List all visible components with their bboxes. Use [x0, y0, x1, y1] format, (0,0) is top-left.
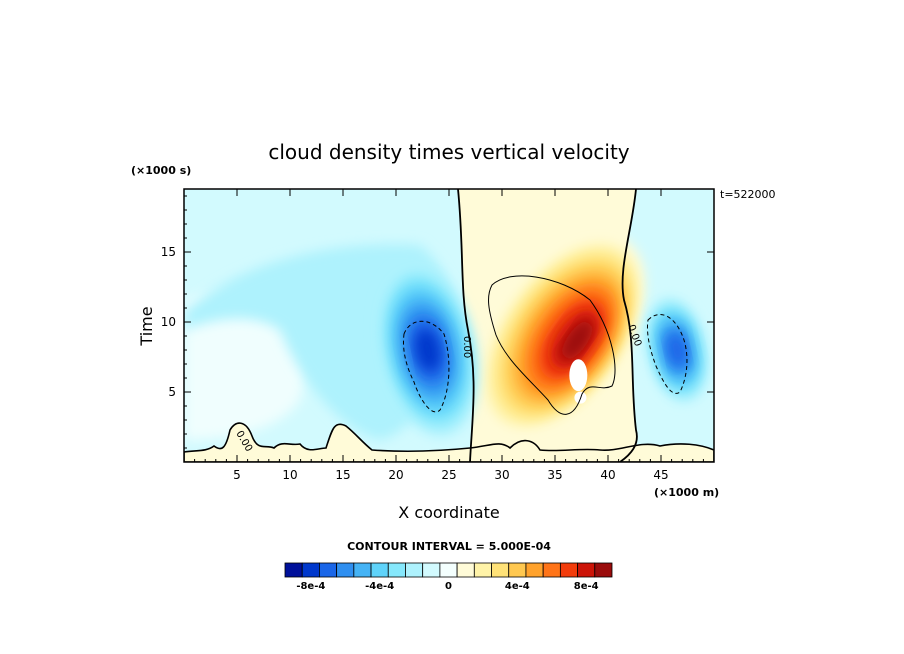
- colorbar-swatch: [542, 562, 561, 578]
- downdraft-level: [666, 333, 688, 367]
- colorbar-swatch: [405, 562, 424, 578]
- colorbar-swatch: [559, 562, 578, 578]
- colorbar-swatch: [422, 562, 441, 578]
- y-axis-label: Time: [137, 306, 156, 346]
- y-tick-label: 15: [161, 245, 176, 259]
- x-tick-label: 10: [282, 468, 297, 482]
- updraft-peak-void: [569, 359, 588, 392]
- y-unit-label: (×1000 s): [131, 164, 191, 177]
- updraft-level: [562, 320, 593, 360]
- colorbar-swatch: [594, 562, 613, 578]
- colorbar-swatch: [491, 562, 510, 578]
- time-annotation: t=522000: [720, 188, 776, 201]
- negative-contour-right: [647, 314, 688, 394]
- downdraft-level: [415, 329, 441, 371]
- colorbar-swatch: [508, 562, 527, 578]
- colorbar-swatch: [284, 562, 303, 578]
- x-tick-label: 20: [388, 468, 403, 482]
- surface-contours: 0.00: [184, 422, 714, 462]
- colorbar-swatch: [456, 562, 475, 578]
- heatmap-layers: [377, 233, 708, 437]
- x-tick-label: 5: [233, 468, 241, 482]
- x-tick-label: 25: [441, 468, 456, 482]
- contour-interval-text: CONTOUR INTERVAL = 5.000E-04: [347, 540, 551, 553]
- colorbar-tick-label: -8e-4: [296, 581, 325, 592]
- x-tick-label: 30: [494, 468, 509, 482]
- axis-ticks: 5 10 15 20 25 30 35 40 45 5 10 15: [161, 189, 714, 482]
- colorbar-tick-label: -4e-4: [365, 581, 394, 592]
- colorbar-swatch: [301, 562, 320, 578]
- colorbar-swatch: [353, 562, 372, 578]
- y-tick-label: 10: [161, 315, 176, 329]
- x-tick-label: 40: [600, 468, 615, 482]
- colorbar-swatch: [370, 562, 389, 578]
- colorbar-tick-label: 8e-4: [574, 581, 599, 592]
- colorbar-swatch: [577, 562, 596, 578]
- zero-contour-line-left: [457, 189, 475, 462]
- x-axis-label: X coordinate: [398, 503, 499, 522]
- zero-contour-label-left: 0.00: [461, 336, 472, 358]
- x-unit-label: (×1000 m): [654, 486, 719, 499]
- colorbar-tick-label: 0: [445, 581, 452, 592]
- negative-contour-left: [403, 320, 450, 413]
- colorbar-swatch: [525, 562, 544, 578]
- colorbar: -8e-4 -4e-4 0 4e-4 8e-4: [284, 562, 613, 592]
- contour-lines: [403, 189, 688, 462]
- zero-contour-line-right: [619, 189, 638, 462]
- x-tick-label: 35: [547, 468, 562, 482]
- y-tick-label: 5: [168, 385, 176, 399]
- colorbar-swatch: [387, 562, 406, 578]
- surface-band: [184, 422, 714, 462]
- colorbar-swatch: [319, 562, 338, 578]
- colorbar-tick-label: 4e-4: [505, 581, 530, 592]
- colorbar-swatch: [439, 562, 458, 578]
- colorbar-swatch: [473, 562, 492, 578]
- positive-contour-line: [488, 275, 616, 415]
- x-tick-label: 45: [653, 468, 668, 482]
- chart-title: cloud density times vertical velocity: [268, 140, 629, 164]
- x-tick-label: 15: [335, 468, 350, 482]
- colorbar-swatch: [336, 562, 355, 578]
